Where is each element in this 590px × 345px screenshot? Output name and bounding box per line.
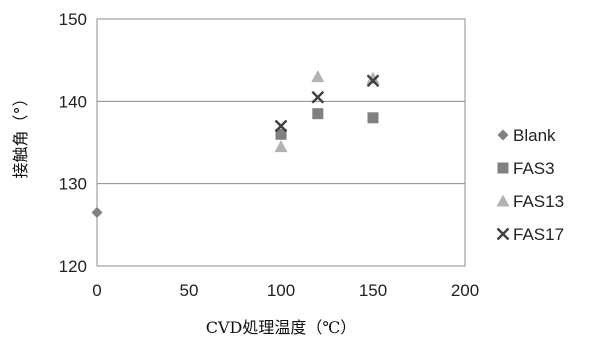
x-tick-label: 50 (180, 281, 199, 300)
y-tick-label: 150 (59, 10, 87, 29)
x-tick-label: 200 (451, 281, 479, 300)
y-tick-label: 120 (59, 257, 87, 276)
x-tick-label: 100 (267, 281, 295, 300)
legend-marker-fas13 (496, 194, 510, 207)
data-point-fas17 (366, 74, 380, 88)
gridlines (97, 100, 465, 185)
data-point-blank (91, 206, 103, 218)
y-tick-label: 130 (59, 175, 87, 194)
legend-marker-fas17 (496, 227, 510, 241)
data-point-fas17 (274, 119, 288, 133)
legend-marker-fas3 (497, 162, 509, 174)
data-point-fas17 (311, 90, 325, 104)
data-point-fas3 (275, 128, 287, 140)
y-axis-label: 接触角（°） (11, 90, 30, 178)
legend-label-fas17: FAS17 (513, 225, 564, 244)
tick-labels: 120 130 140 150 0 50 100 150 200 (59, 10, 480, 300)
y-tick-label: 140 (59, 92, 87, 111)
legend-label-fas3: FAS3 (513, 159, 555, 178)
data-point-fas3 (367, 112, 379, 124)
legend-label-fas13: FAS13 (513, 192, 564, 211)
x-tick-label: 150 (359, 281, 387, 300)
legend: Blank FAS3 FAS13 FAS17 (496, 126, 564, 244)
data-point-fas13 (311, 70, 325, 83)
x-tick-label: 0 (92, 281, 101, 300)
data-points (91, 70, 380, 218)
legend-marker-blank (497, 129, 509, 141)
x-axis-label: CVD処理温度（℃） (206, 318, 357, 337)
data-point-fas13 (274, 140, 288, 153)
data-point-fas3 (312, 108, 324, 120)
legend-label-blank: Blank (513, 126, 556, 145)
data-point-fas13 (366, 71, 380, 84)
